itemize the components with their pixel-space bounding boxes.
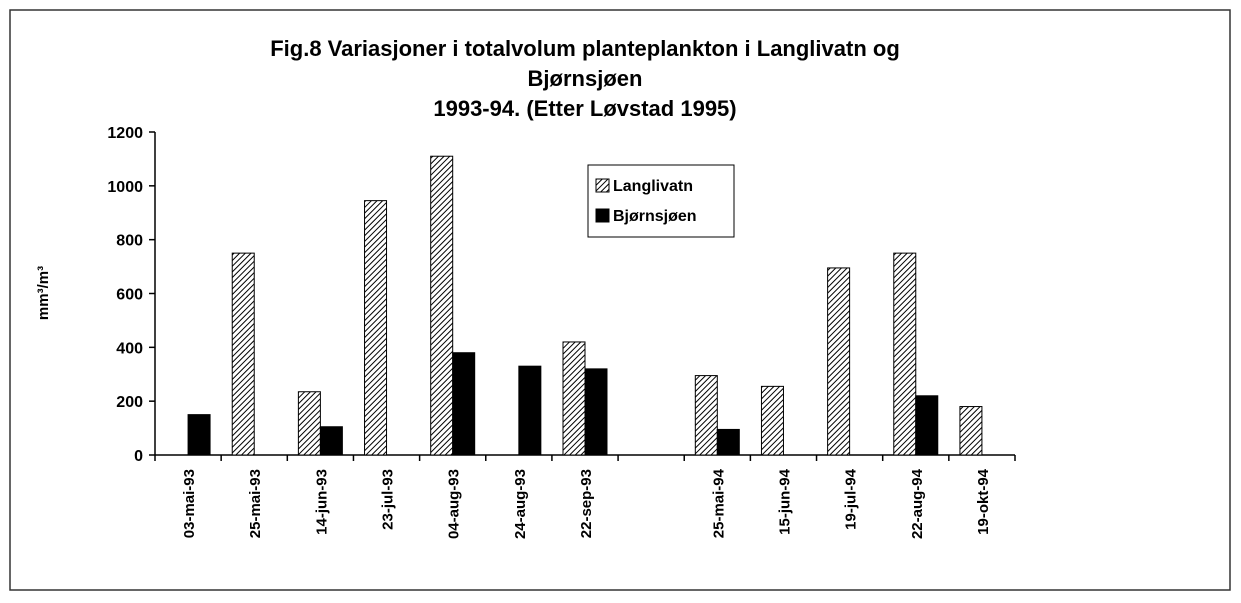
bar [187, 414, 211, 456]
chart-subtitle: 1993-94. (Etter Løvstad 1995) [433, 96, 736, 121]
chart-title: Fig.8 Variasjoner i totalvolum plantepla… [270, 36, 900, 61]
bar [430, 155, 454, 456]
bar [518, 365, 542, 456]
x-tick-label: 03-mai-93 [181, 469, 198, 538]
legend-label: Bjørnsjøen [613, 208, 697, 225]
y-tick-label: 0 [134, 448, 143, 465]
bar [694, 375, 718, 456]
y-tick-label: 400 [116, 340, 143, 357]
bar [297, 391, 321, 456]
bar [364, 200, 388, 456]
bar [959, 406, 983, 456]
bar [584, 368, 608, 456]
x-tick-label: 25-mai-94 [710, 468, 727, 538]
x-tick-label: 22-sep-93 [578, 469, 595, 538]
chart-frame [9, 9, 1231, 591]
x-tick-label: 22-aug-94 [909, 468, 926, 539]
y-tick-label: 1200 [107, 125, 143, 142]
bar [319, 426, 343, 456]
legend-swatch [595, 208, 610, 223]
y-tick-label: 200 [116, 394, 143, 411]
bar [231, 252, 255, 456]
legend-swatch [595, 178, 610, 193]
bar [452, 352, 476, 456]
x-tick-label: 19-jul-94 [843, 468, 860, 530]
y-tick-label: 800 [116, 233, 143, 250]
y-tick-label: 600 [116, 287, 143, 304]
bar [562, 341, 586, 456]
bar [893, 252, 917, 456]
legend-label: Langlivatn [613, 178, 693, 195]
y-axis-label: mm³/m³ [35, 266, 52, 320]
bar [915, 395, 939, 456]
bar [827, 267, 851, 456]
x-tick-label: 14-jun-93 [313, 469, 330, 535]
chart-title: Bjørnsjøen [528, 66, 643, 91]
x-tick-label: 15-jun-94 [776, 468, 793, 535]
x-tick-label: 25-mai-93 [247, 469, 264, 538]
x-tick-label: 19-okt-94 [975, 468, 992, 535]
bar [716, 428, 740, 456]
x-tick-label: 23-jul-93 [380, 469, 397, 530]
x-tick-label: 24-aug-93 [512, 469, 529, 539]
x-tick-label: 04-aug-93 [446, 469, 463, 539]
legend-box [587, 164, 735, 238]
y-tick-label: 1000 [107, 179, 143, 196]
bar [760, 385, 784, 456]
